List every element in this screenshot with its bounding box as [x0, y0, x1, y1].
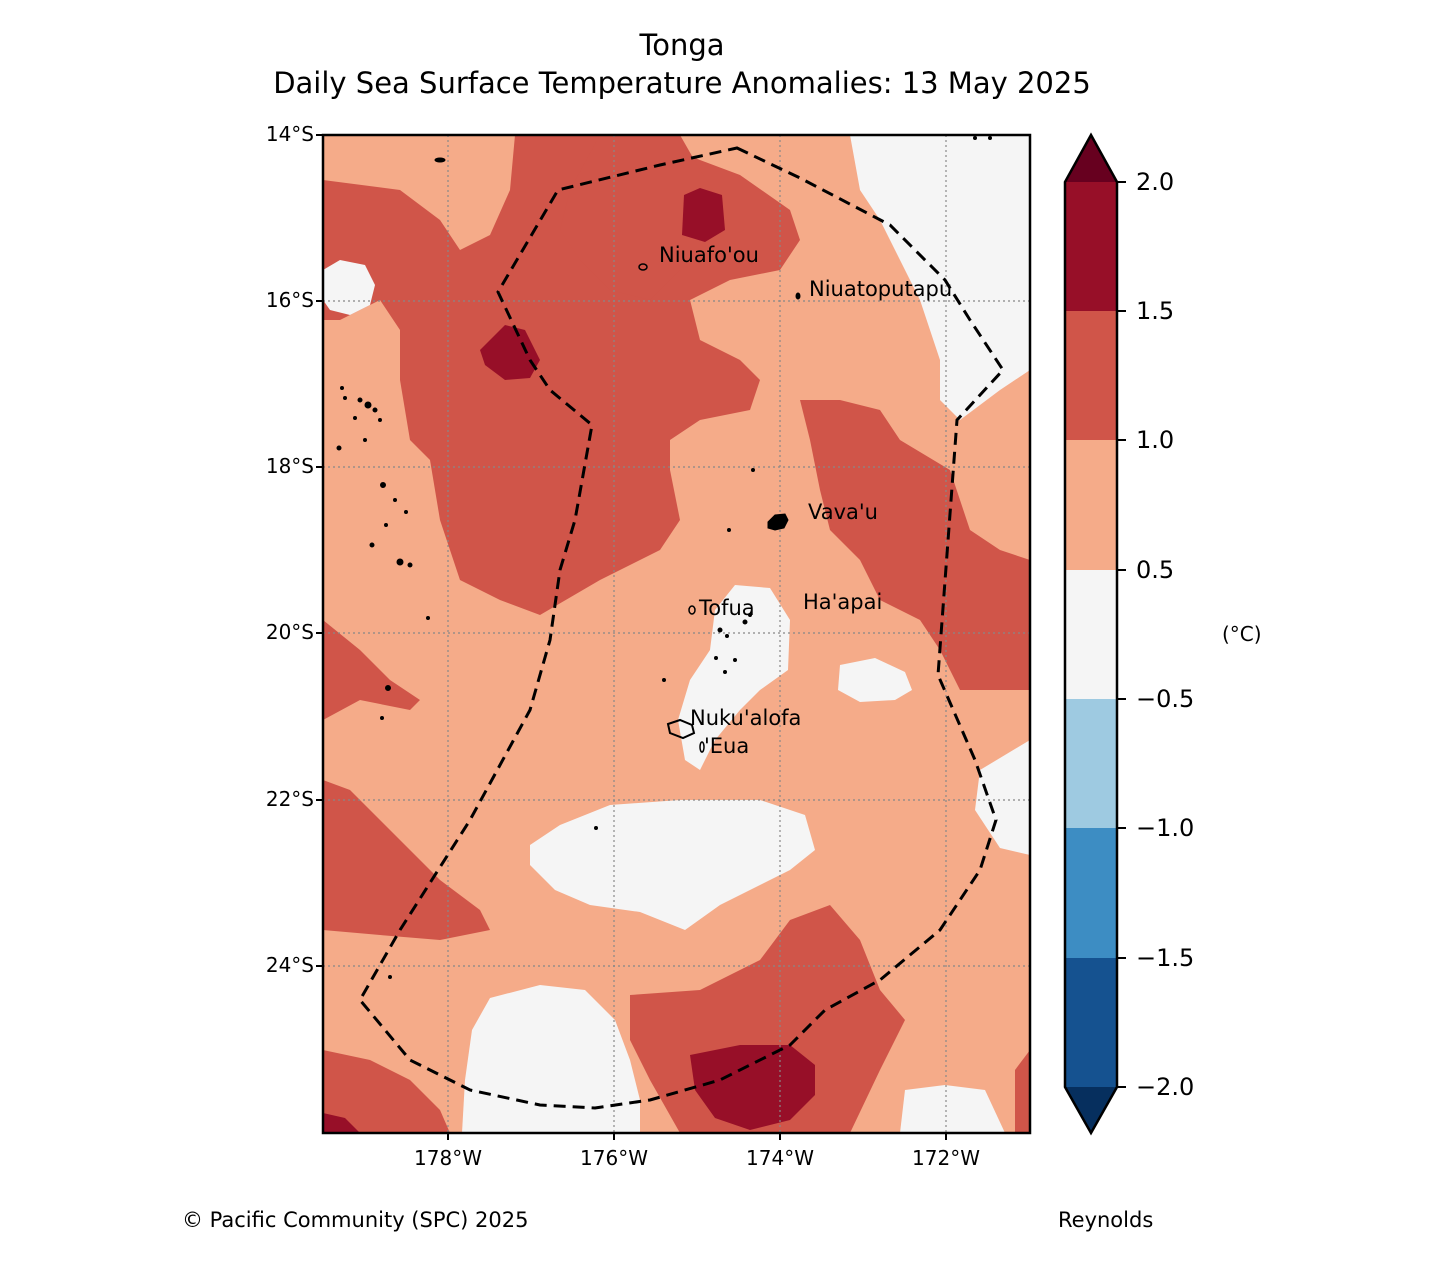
axis-ticks [316, 134, 947, 1140]
anomaly-neutral-region [975, 740, 1030, 855]
anomaly-1.0-1.5-region [323, 620, 420, 720]
eez-boundary [358, 146, 1005, 1110]
colorbar-tick-label: −1.5 [1136, 944, 1195, 972]
anomaly-1.0-1.5-region [1015, 1050, 1030, 1133]
anomaly-1.5-2.0-region [323, 1113, 360, 1133]
place-label-vavau: Vava'u [808, 500, 878, 524]
colorbar-extend-top [1065, 135, 1117, 182]
anomaly-neutral-region [462, 985, 640, 1133]
map-subtitle: Daily Sea Surface Temperature Anomalies:… [273, 66, 1091, 100]
colorbar-bin-minus-1.5-2.0 [1065, 958, 1117, 1087]
anomaly-1.5-2.0-region [480, 325, 540, 380]
place-label-eua: 'Eua [704, 734, 750, 758]
gridlines [323, 135, 1030, 1133]
colorbar-tick-label: −1.0 [1136, 814, 1195, 842]
colorbar [1063, 132, 1126, 1136]
colorbar-bin-neutral [1065, 570, 1117, 699]
colorbar-bin-1.5-2.0 [1065, 182, 1117, 311]
lat-label: 16°S [265, 288, 314, 312]
sst-anomaly-field [323, 135, 1030, 1133]
lat-label: 18°S [265, 454, 314, 478]
lat-label: 22°S [265, 787, 314, 811]
colorbar-tick-label: 2.0 [1136, 168, 1175, 196]
anomaly-neutral-region [838, 658, 912, 702]
lon-label: 176°W [580, 1146, 648, 1170]
copyright-credit: © Pacific Community (SPC) 2025 [182, 1208, 529, 1232]
colorbar-tick-label: 0.5 [1136, 556, 1175, 584]
lat-label: 20°S [265, 620, 314, 644]
anomaly-1.5-2.0-region [690, 1045, 815, 1130]
anomaly-neutral-region [900, 1085, 1005, 1133]
lat-label: 14°S [265, 122, 314, 146]
colorbar-tick-label: −0.5 [1136, 685, 1195, 713]
place-label-niuatoputapu: Niuatoputapu [809, 277, 953, 301]
anomaly-1.0-1.5-region [560, 135, 720, 300]
place-label-nukualofa: Nuku'alofa [690, 706, 802, 730]
colorbar-bin-0.5-1.0 [1065, 440, 1117, 570]
anomaly-1.5-2.0-region [682, 188, 725, 242]
colorbar-tick-label: 1.5 [1136, 297, 1175, 325]
map-title: Tonga [639, 28, 725, 62]
colorbar-tick-label: 1.0 [1136, 426, 1175, 454]
colorbar-extend-bottom [1065, 1087, 1117, 1133]
anomaly-neutral-region [530, 800, 815, 930]
lat-label: 24°S [265, 953, 314, 977]
colorbar-bin-minus-0.5-1.0 [1065, 699, 1117, 828]
anomaly-neutral-region [678, 585, 790, 770]
place-label-tofua: Tofua [699, 596, 755, 620]
colorbar-tick-label: −2.0 [1136, 1073, 1195, 1101]
lon-label: 178°W [414, 1146, 482, 1170]
anomaly-neutral-region [850, 135, 1030, 420]
place-label-haapai: Ha'apai [803, 590, 883, 614]
islands [336, 136, 992, 979]
anomaly-1.0-1.5-region [800, 400, 1030, 690]
place-label-niuafoou: Niuafo'ou [659, 243, 759, 267]
data-source: Reynolds [1058, 1208, 1154, 1232]
anomaly-1.0-1.5-region [323, 1050, 450, 1133]
lon-label: 172°W [912, 1146, 980, 1170]
colorbar-bin-minus-1.0-1.5 [1065, 828, 1117, 958]
anomaly-neutral-region [323, 260, 375, 315]
colorbar-bin-1.0-1.5 [1065, 311, 1117, 440]
lon-label: 174°W [746, 1146, 814, 1170]
colorbar-unit: (°C) [1222, 622, 1262, 646]
